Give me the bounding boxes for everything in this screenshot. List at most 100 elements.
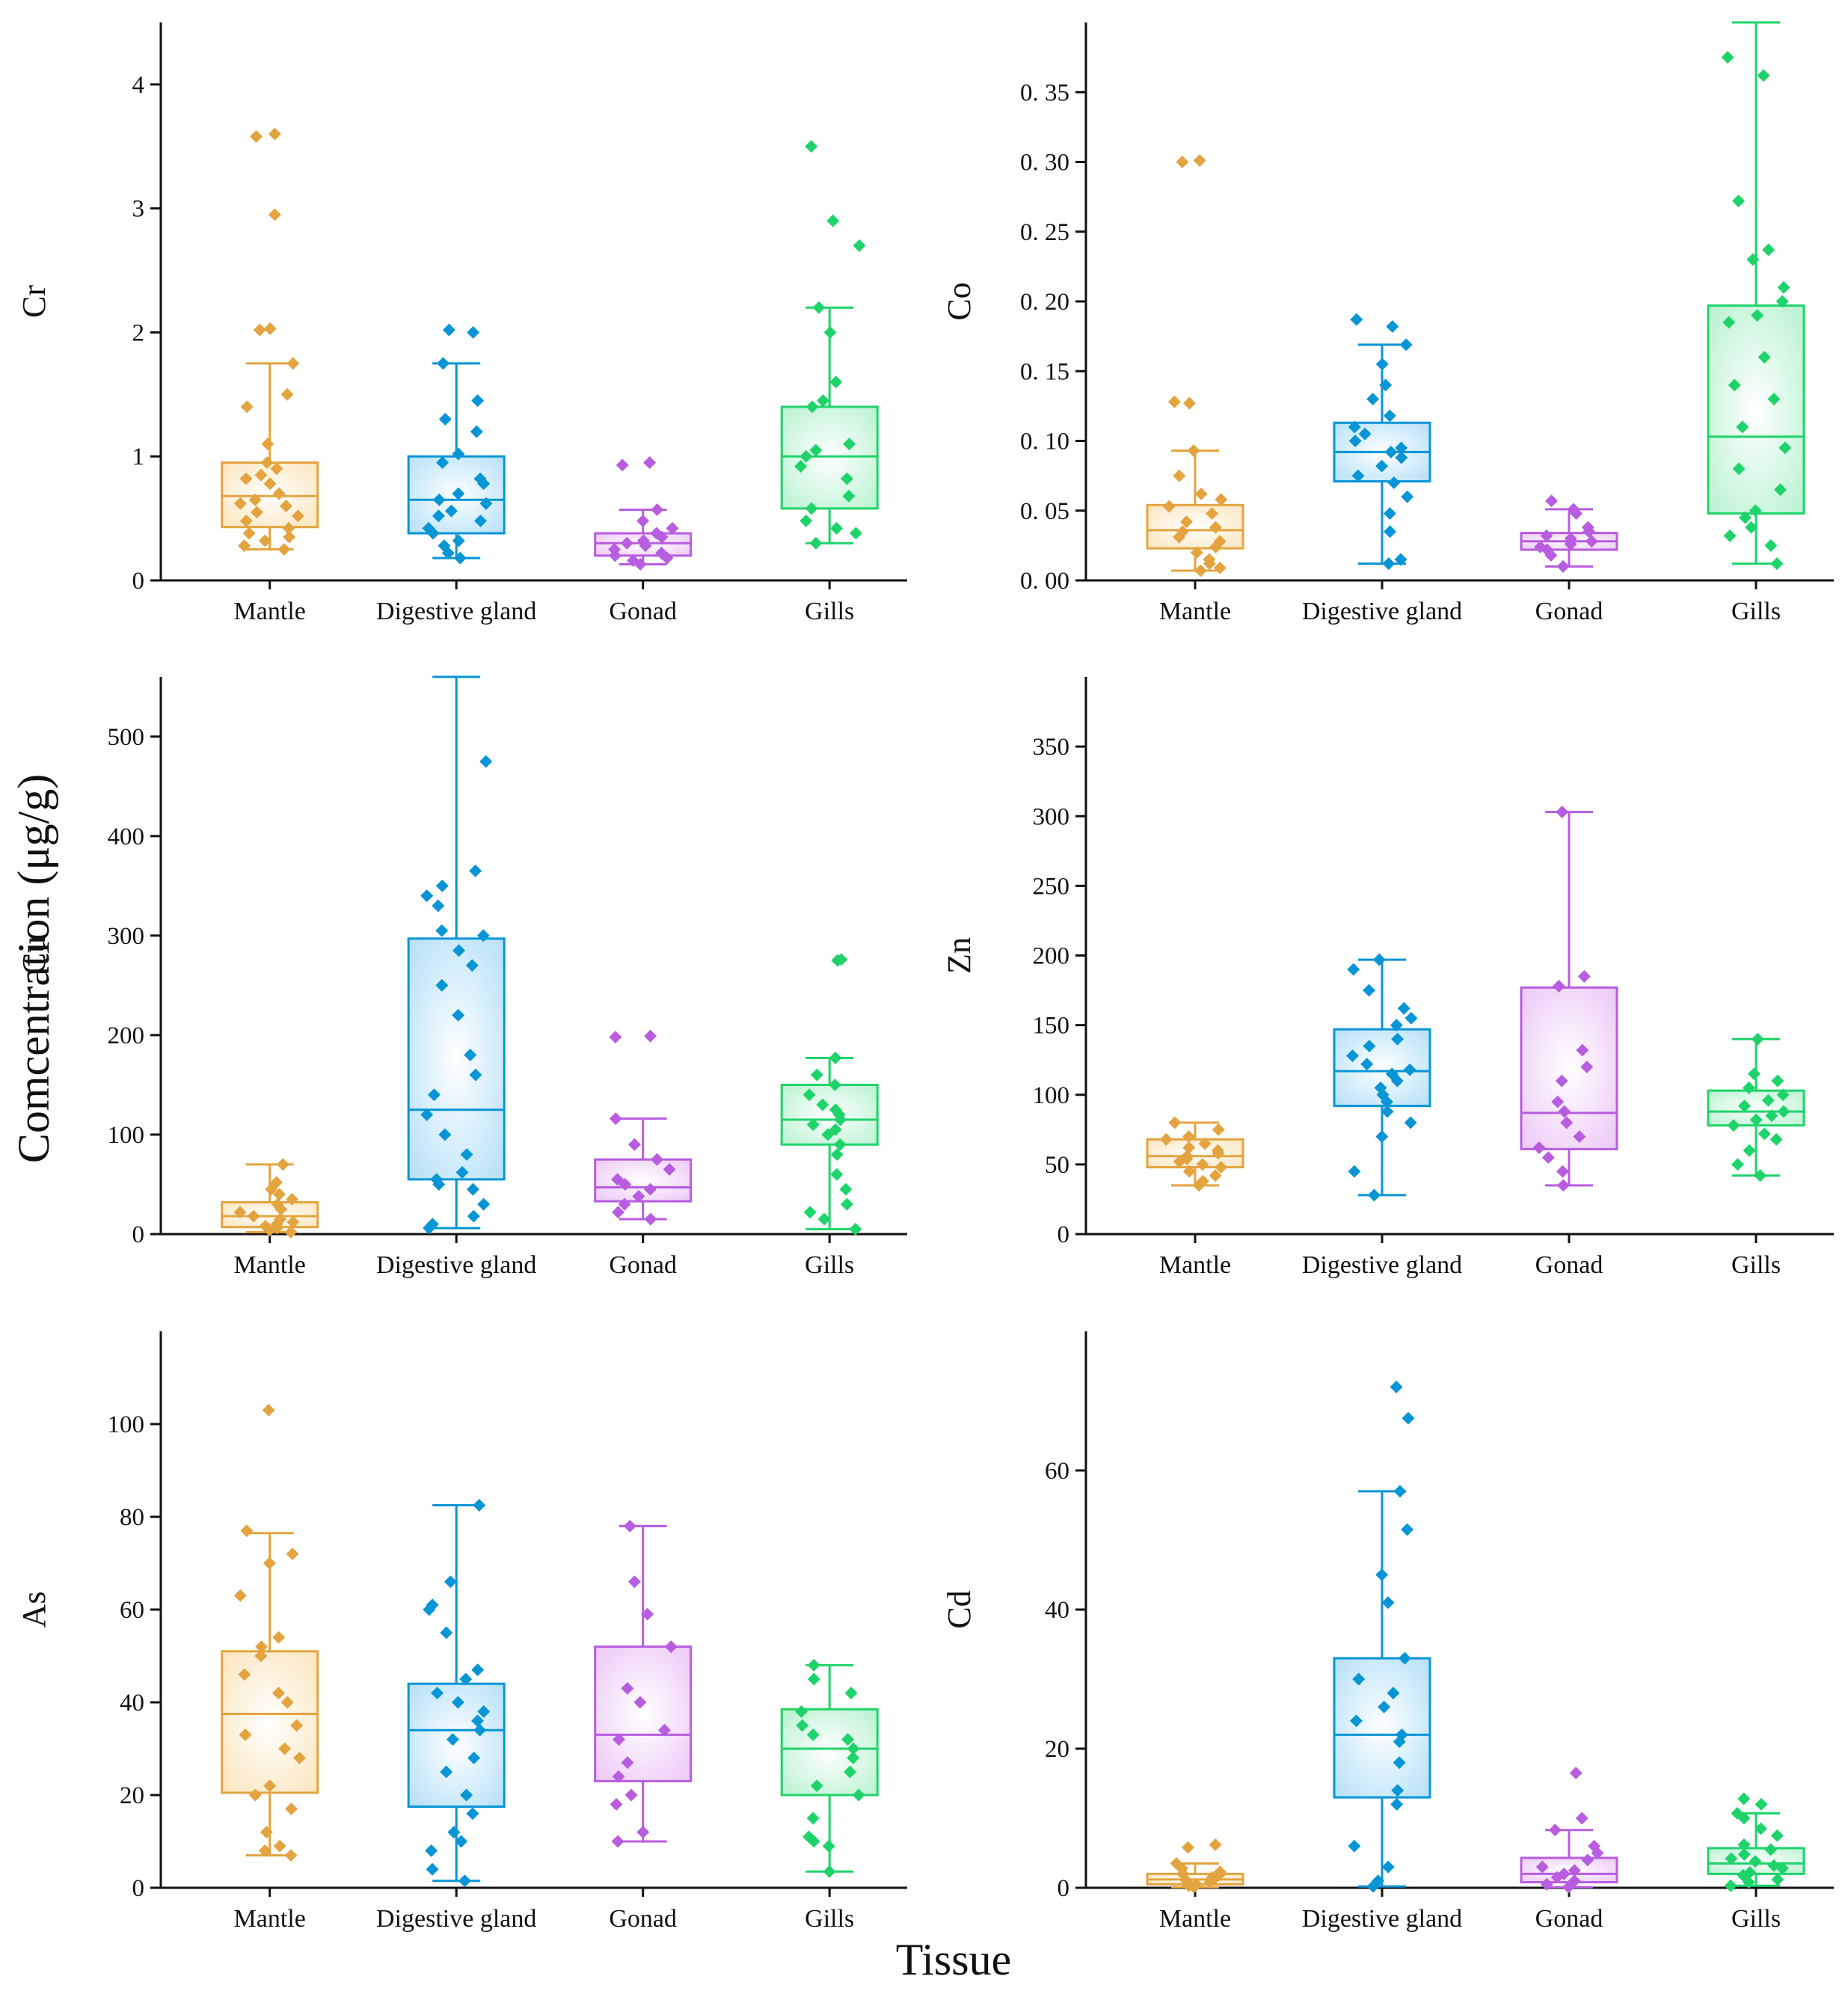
data-point bbox=[636, 514, 650, 527]
data-point bbox=[1375, 1130, 1389, 1144]
data-point bbox=[469, 1068, 482, 1082]
data-point bbox=[240, 1524, 254, 1538]
data-point bbox=[248, 493, 262, 506]
data-point bbox=[435, 978, 449, 992]
data-point bbox=[1381, 1105, 1394, 1118]
y-tick-label: 350 bbox=[1033, 734, 1070, 761]
data-point bbox=[438, 539, 451, 553]
data-point bbox=[1366, 393, 1380, 406]
data-point bbox=[643, 1182, 657, 1196]
data-point bbox=[1585, 535, 1598, 548]
box-gonad bbox=[1520, 806, 1618, 1192]
data-point bbox=[843, 438, 856, 451]
data-point bbox=[1576, 1043, 1589, 1057]
data-point bbox=[1374, 1081, 1387, 1094]
data-point bbox=[1731, 1158, 1744, 1171]
y-tick-label: 2 bbox=[132, 319, 145, 346]
data-point bbox=[829, 375, 843, 389]
data-point bbox=[849, 1222, 862, 1236]
y-tick-label: 0. 20 bbox=[1020, 289, 1069, 316]
data-point bbox=[254, 468, 268, 482]
panel-y-label: Cu bbox=[16, 936, 52, 975]
data-point bbox=[442, 323, 455, 337]
box-digestive-gland bbox=[407, 323, 506, 565]
data-point bbox=[470, 425, 483, 438]
data-point bbox=[1765, 1109, 1778, 1123]
data-point bbox=[1390, 1797, 1404, 1811]
data-point bbox=[262, 1403, 275, 1417]
data-point bbox=[1372, 1874, 1385, 1888]
data-point bbox=[422, 521, 435, 535]
data-point bbox=[473, 1723, 487, 1737]
box-iqr bbox=[1333, 1657, 1431, 1799]
data-point bbox=[651, 1153, 663, 1166]
y-tick-label: 300 bbox=[1033, 803, 1070, 830]
data-point bbox=[1187, 444, 1200, 458]
y-tick-label: 200 bbox=[108, 1022, 145, 1049]
data-point bbox=[627, 553, 640, 567]
data-point bbox=[436, 456, 449, 469]
data-point bbox=[1215, 1161, 1228, 1174]
data-point bbox=[253, 323, 266, 337]
box-mantle bbox=[221, 1158, 319, 1239]
y-tick-label: 20 bbox=[1045, 1736, 1069, 1763]
data-point bbox=[1577, 969, 1591, 983]
box-mantle bbox=[1146, 154, 1244, 577]
data-point bbox=[611, 1835, 624, 1848]
data-point bbox=[651, 503, 664, 516]
data-point bbox=[1375, 1568, 1389, 1581]
box-digestive-gland bbox=[1333, 953, 1431, 1202]
y-tick-label: 200 bbox=[1033, 943, 1070, 970]
box-mantle bbox=[221, 127, 319, 556]
data-point bbox=[1348, 435, 1362, 447]
data-point bbox=[1769, 1132, 1783, 1146]
data-point bbox=[466, 1807, 479, 1820]
data-point bbox=[1770, 557, 1784, 571]
x-tick-label: Mantle bbox=[234, 1905, 306, 1933]
x-tick-label: Digestive gland bbox=[376, 598, 536, 625]
data-point bbox=[467, 1209, 480, 1223]
data-point bbox=[1776, 1088, 1790, 1102]
data-point bbox=[286, 357, 300, 370]
data-point bbox=[655, 547, 669, 560]
y-tick-label: 0 bbox=[132, 568, 145, 595]
y-tick-label: 0 bbox=[1057, 1221, 1070, 1248]
data-point bbox=[1349, 1714, 1363, 1728]
y-tick-label: 0. 05 bbox=[1020, 498, 1069, 525]
data-point bbox=[1749, 1855, 1762, 1868]
data-point bbox=[853, 239, 866, 252]
data-point bbox=[1372, 953, 1386, 966]
data-point bbox=[1196, 1158, 1209, 1171]
data-point bbox=[840, 1197, 853, 1211]
data-point bbox=[611, 1206, 624, 1219]
data-point bbox=[469, 864, 482, 877]
data-point bbox=[1397, 1001, 1410, 1015]
data-point bbox=[1348, 420, 1361, 434]
data-point bbox=[822, 1839, 835, 1853]
x-tick-label: Gonad bbox=[609, 598, 677, 625]
x-tick-label: Mantle bbox=[234, 1251, 306, 1279]
box-gonad bbox=[1520, 494, 1618, 573]
y-tick-label: 1 bbox=[132, 444, 145, 470]
y-tick-label: 400 bbox=[108, 823, 145, 850]
data-point bbox=[1532, 1141, 1546, 1155]
data-point bbox=[644, 1212, 657, 1226]
data-point bbox=[1203, 553, 1216, 566]
y-tick-label: 150 bbox=[1033, 1013, 1070, 1040]
data-point bbox=[432, 493, 446, 506]
data-point bbox=[650, 527, 663, 540]
data-point bbox=[466, 1182, 479, 1196]
data-point bbox=[844, 1765, 857, 1779]
data-point bbox=[664, 1640, 678, 1654]
data-point bbox=[839, 1182, 853, 1196]
data-point bbox=[426, 1218, 439, 1231]
data-point bbox=[242, 527, 256, 540]
panel-y-label: As bbox=[16, 1592, 52, 1628]
data-point bbox=[802, 1830, 815, 1844]
panel-co: 0. 00 0. 05 0. 10 0. 15 0. 20 0. 25 0. 30 0. 35… bbox=[941, 21, 1834, 625]
data-point bbox=[471, 1663, 485, 1677]
data-point bbox=[238, 539, 251, 553]
data-point bbox=[1182, 1841, 1194, 1854]
data-point bbox=[260, 456, 274, 469]
data-point bbox=[636, 534, 650, 547]
